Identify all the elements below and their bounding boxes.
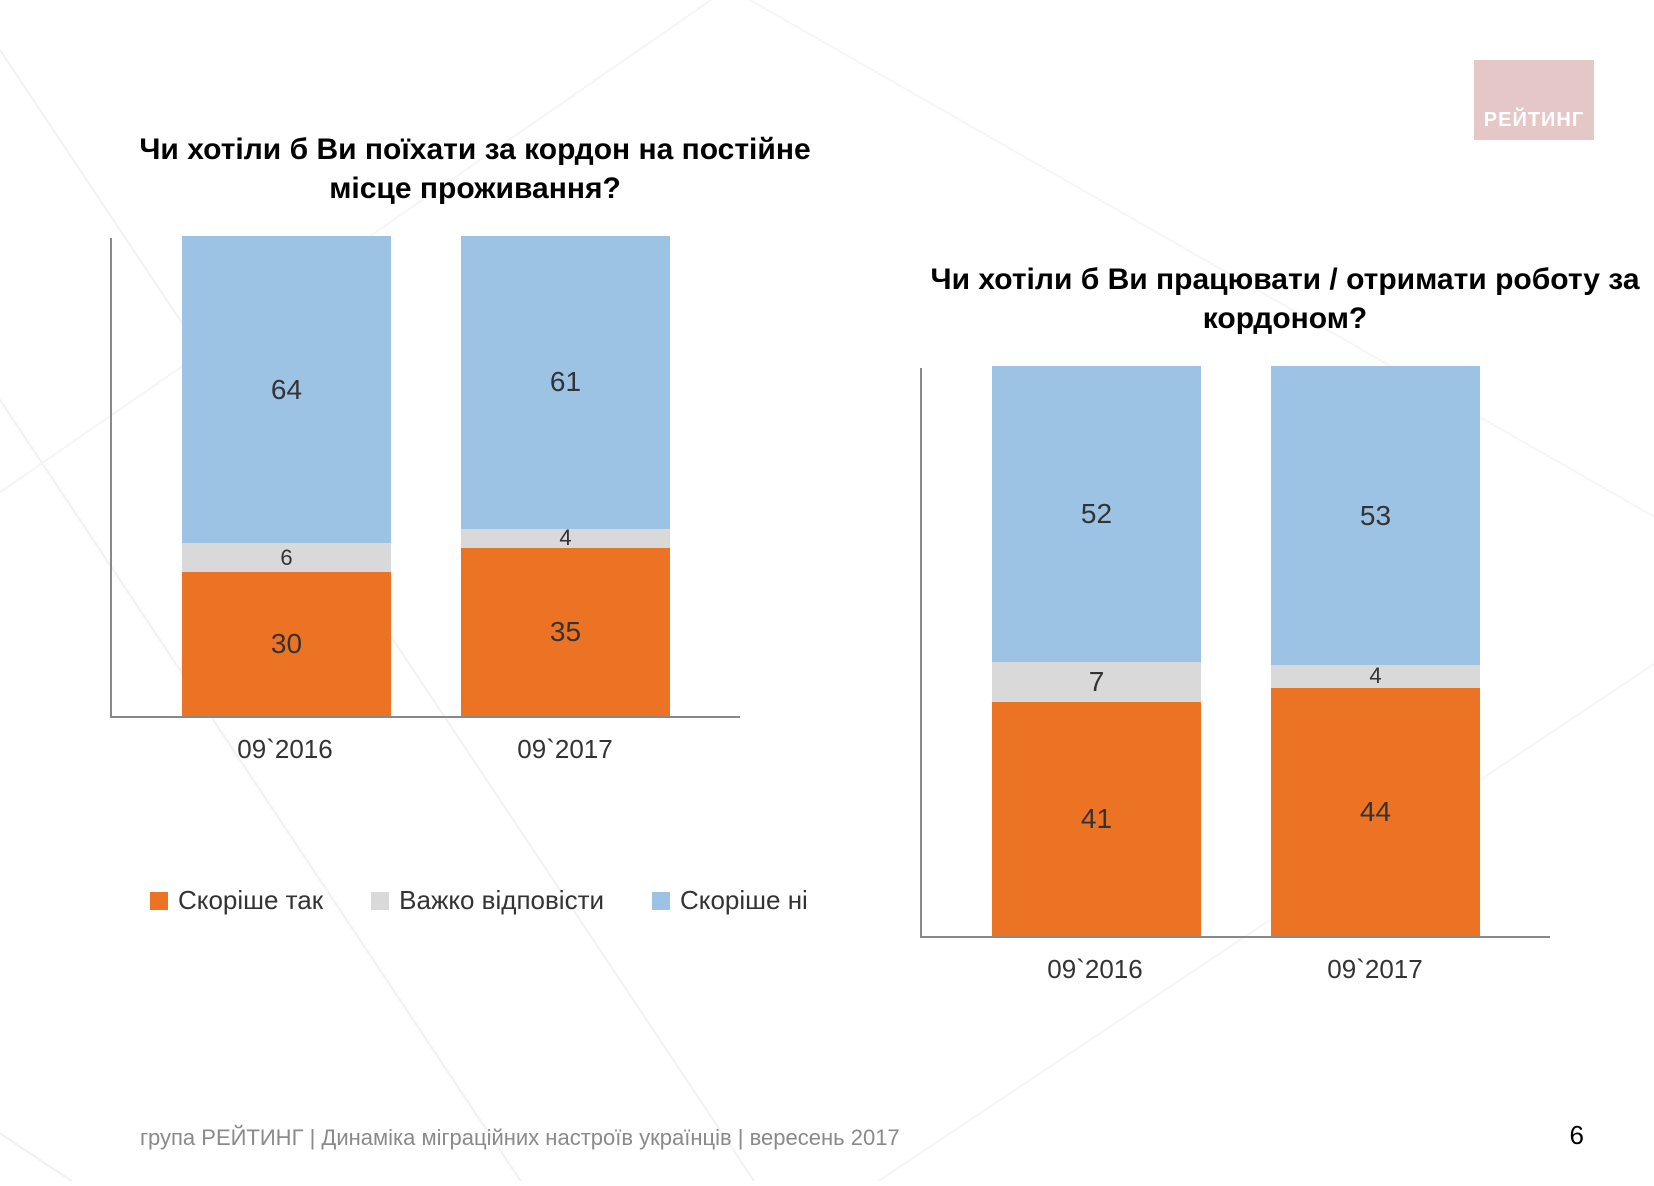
bar-segment: 52 bbox=[992, 366, 1201, 662]
segment-value: 53 bbox=[1360, 500, 1391, 532]
x-axis-label: 09`2017 bbox=[460, 734, 670, 765]
legend-item: Важко відповісти bbox=[371, 885, 604, 916]
segment-value: 35 bbox=[550, 616, 581, 648]
chart-title-right: Чи хотіли б Ви працювати / отримати робо… bbox=[920, 260, 1650, 338]
legend-label: Скоріше ні bbox=[680, 885, 808, 916]
stacked-bar: 53444 bbox=[1271, 366, 1480, 936]
bar-segment: 53 bbox=[1271, 366, 1480, 665]
legend: Скоріше так Важко відповісти Скоріше ні bbox=[150, 885, 840, 916]
x-axis-label: 09`2016 bbox=[990, 954, 1200, 985]
bars-row-left: 64 6 30 61 4 35 bbox=[110, 238, 740, 718]
chart-title-left: Чи хотіли б Ви поїхати за кордон на пост… bbox=[110, 130, 840, 208]
footer-text: група РЕЙТИНГ | Динаміка міграційних нас… bbox=[140, 1125, 900, 1151]
segment-value: 6 bbox=[280, 545, 292, 571]
bar-segment: 61 bbox=[461, 236, 670, 529]
x-axis-label: 09`2016 bbox=[180, 734, 390, 765]
chart-area-right: 5274153444 09`201609`2017 bbox=[920, 368, 1650, 985]
bar-segment: 7 bbox=[992, 662, 1201, 702]
xlabels-row-left: 09`2016 09`2017 bbox=[110, 718, 740, 765]
legend-item: Скоріше ні bbox=[652, 885, 808, 916]
legend-swatch bbox=[371, 892, 389, 910]
bar-segment: 41 bbox=[992, 702, 1201, 936]
stacked-bar: 61 4 35 bbox=[461, 236, 670, 716]
segment-value: 7 bbox=[1089, 666, 1105, 698]
segment-value: 4 bbox=[1369, 663, 1381, 689]
segment-value: 64 bbox=[271, 374, 302, 406]
legend-swatch bbox=[150, 892, 168, 910]
legend-item: Скоріше так bbox=[150, 885, 323, 916]
legend-label: Важко відповісти bbox=[399, 885, 604, 916]
logo-badge: РЕЙТИНГ bbox=[1474, 60, 1594, 140]
x-axis-label: 09`2017 bbox=[1270, 954, 1480, 985]
segment-value: 61 bbox=[550, 366, 581, 398]
stacked-bar: 52 7 41 bbox=[992, 366, 1201, 936]
bar-segment: 4 bbox=[461, 529, 670, 548]
legend-label: Скоріше так bbox=[178, 885, 323, 916]
bar-segment: 64 bbox=[182, 236, 391, 543]
segment-value: 30 bbox=[271, 628, 302, 660]
xlabels-row-right: 09`2016 09`2017 bbox=[920, 938, 1550, 985]
segment-value: 52 bbox=[1081, 498, 1112, 530]
bar-segment: 4 bbox=[1271, 665, 1480, 688]
stacked-bar: 64 6 30 bbox=[182, 236, 391, 716]
legend-swatch bbox=[652, 892, 670, 910]
segment-value: 44 bbox=[1360, 796, 1391, 828]
chart-area-left: 64 6 30 61 4 35 09`2016 09`2017 bbox=[110, 238, 840, 765]
segment-value: 41 bbox=[1081, 803, 1112, 835]
page-number: 6 bbox=[1570, 1120, 1584, 1151]
chart-residence-abroad: Чи хотіли б Ви поїхати за кордон на пост… bbox=[110, 130, 840, 916]
bar-segment: 30 bbox=[182, 572, 391, 716]
bar-segment: 44 bbox=[1271, 688, 1480, 936]
chart-work-abroad: Чи хотіли б Ви працювати / отримати робо… bbox=[920, 260, 1650, 985]
bar-segment: 6 bbox=[182, 543, 391, 572]
bar-segment: 35 bbox=[461, 548, 670, 716]
logo-text: РЕЙТИНГ bbox=[1484, 109, 1584, 132]
bars-row-right: 5274153444 bbox=[920, 368, 1550, 938]
